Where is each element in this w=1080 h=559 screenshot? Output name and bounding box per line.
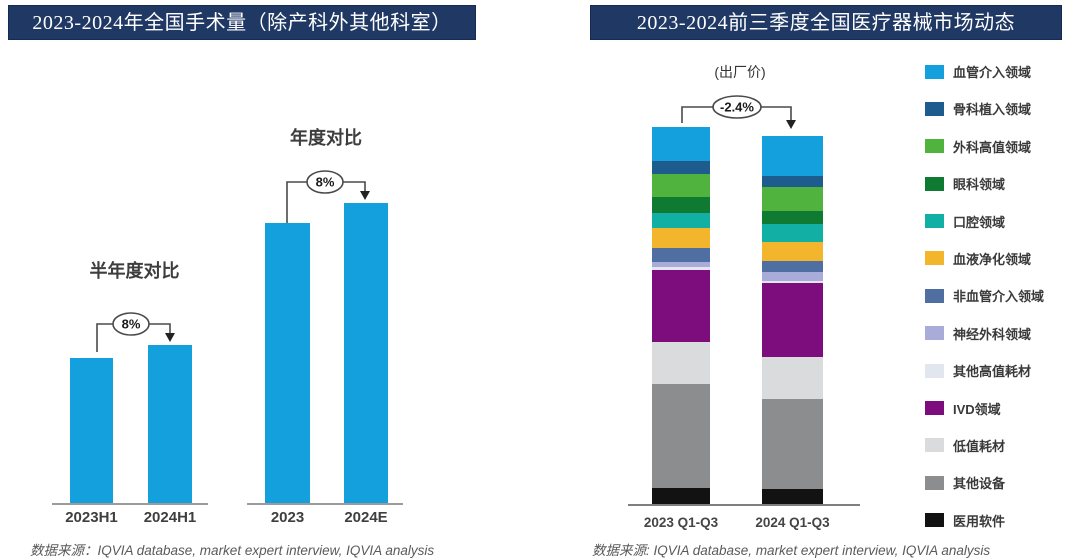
price-basis-note: (出厂价)	[714, 64, 766, 80]
segment-其他设备	[652, 384, 710, 488]
left-chart-title: 2023-2024年全国手术量（除产科外其他科室）	[8, 5, 476, 40]
legend-swatch-血液净化领域	[925, 251, 944, 266]
half-year-growth-value: 8%	[121, 316, 141, 332]
segment-IVD领域	[762, 283, 823, 357]
legend-label: 血液净化领域	[953, 251, 1032, 267]
legend-swatch-口腔领域	[925, 214, 944, 229]
legend-label: 神经外科领域	[953, 326, 1032, 342]
stacked-bar-2023 Q1-Q3	[652, 127, 710, 504]
segment-血管介入领域	[652, 127, 710, 161]
legend-swatch-IVD领域	[925, 401, 944, 416]
bar-2023	[265, 223, 310, 503]
half-year-comparison-label: 半年度对比	[89, 261, 180, 281]
segment-非血管介入领域	[762, 261, 823, 272]
legend-label: 外科高值领域	[953, 139, 1032, 155]
segment-IVD领域	[652, 270, 710, 342]
legend-label: 医用软件	[953, 513, 1006, 529]
legend-item-其他设备: 其他设备	[925, 475, 1044, 492]
arrow-down-icon	[165, 333, 175, 342]
total-change-bracket	[681, 95, 796, 129]
x-label-2023 Q1-Q3: 2023 Q1-Q3	[643, 515, 719, 530]
arrow-down-icon	[360, 191, 370, 200]
legend-label: IVD领域	[953, 401, 1001, 417]
segment-神经外科领域	[652, 262, 710, 267]
x-axis-line-fullyear	[247, 503, 403, 505]
legend-swatch-其他高值耗材	[925, 363, 944, 378]
stacked-bar-2024 Q1-Q3	[762, 136, 823, 504]
segment-低值耗材	[652, 342, 710, 384]
half-year-growth-bracket	[96, 312, 175, 352]
segment-骨科植入领域	[762, 176, 823, 187]
segment-医用软件	[652, 488, 710, 504]
legend-item-眼科领域: 眼科领域	[925, 176, 1044, 193]
x-axis-line-halfyear	[52, 503, 208, 505]
segment-血液净化领域	[762, 242, 823, 261]
segment-血液净化领域	[652, 228, 710, 248]
legend-swatch-低值耗材	[925, 438, 944, 453]
legend-swatch-医用软件	[925, 513, 944, 528]
legend-swatch-眼科领域	[925, 176, 944, 191]
segment-外科高值领域	[762, 187, 823, 211]
x-label-2023: 2023	[270, 509, 305, 526]
year-growth-value: 8%	[315, 174, 335, 190]
right-source-note: 数据来源: IQVIA database, market expert inte…	[592, 543, 991, 558]
legend-label: 血管介入领域	[953, 65, 1032, 80]
x-label-2023H1: 2023H1	[65, 509, 118, 526]
segment-口腔领域	[762, 224, 823, 242]
right-chart-title: 2023-2024前三季度全国医疗器械市场动态	[590, 5, 1062, 40]
total-change-value: -2.4%	[720, 99, 754, 115]
x-axis-line-devices	[628, 504, 860, 506]
device-market-legend: 血管介入领域 骨科植入领域 外科高值领域 眼科领域口腔领域血液净化领域 非血管介入领域神…	[925, 64, 1044, 550]
segment-医用软件	[762, 489, 823, 504]
legend-item-其他高值耗材: 其他高值耗材	[925, 363, 1044, 380]
segment-低值耗材	[762, 357, 823, 399]
year-comparison-label: 年度对比	[290, 128, 362, 148]
legend-label: 眼科领域	[953, 177, 1006, 193]
legend-label: 非血管介入领域	[953, 289, 1045, 305]
segment-眼科领域	[652, 197, 710, 213]
bar-2024H1	[148, 345, 192, 503]
legend-swatch-血管介入领域	[925, 64, 944, 79]
segment-神经外科领域	[762, 272, 823, 281]
x-label-2024E: 2024E	[344, 509, 388, 526]
bar-2023H1	[70, 358, 113, 503]
segment-外科高值领域	[652, 174, 710, 197]
legend-item-血管介入领域: 血管介入领域	[925, 64, 1044, 80]
legend-item-外科高值领域: 外科高值领域	[925, 139, 1044, 155]
legend-swatch-其他设备	[925, 475, 944, 490]
legend-swatch-外科高值领域	[925, 139, 944, 154]
legend-item-医用软件: 医用软件	[925, 513, 1044, 529]
arrow-down-icon	[786, 120, 796, 129]
segment-血管介入领域	[762, 136, 823, 176]
x-label-2024H1: 2024H1	[143, 509, 197, 526]
legend-item-神经外科领域: 神经外科领域	[925, 326, 1044, 342]
year-growth-bracket	[286, 170, 370, 223]
segment-其他高值耗材	[762, 281, 823, 283]
segment-口腔领域	[652, 213, 710, 228]
legend-swatch-非血管介入领域	[925, 288, 944, 303]
x-label-2024 Q1-Q3: 2024 Q1-Q3	[755, 515, 830, 530]
legend-label: 其他设备	[953, 476, 1006, 492]
bar-2024E	[344, 203, 388, 503]
legend-label: 其他高值耗材	[953, 364, 1032, 380]
legend-item-非血管介入领域: 非血管介入领域	[925, 288, 1045, 305]
legend-item-骨科植入领域: 骨科植入领域	[925, 101, 1044, 118]
segment-其他设备	[762, 399, 823, 489]
segment-非血管介入领域	[652, 248, 710, 262]
legend-item-口腔领域: 口腔领域	[925, 214, 1044, 230]
legend-item-低值耗材: 低值耗材	[925, 438, 1044, 454]
left-source-note: 数据来源：IQVIA database, market expert inter…	[30, 543, 435, 558]
segment-骨科植入领域	[652, 161, 710, 174]
legend-label: 骨科植入领域	[953, 102, 1032, 118]
legend-item-血液净化领域: 血液净化领域	[925, 251, 1044, 267]
segment-其他高值耗材	[652, 267, 710, 270]
segment-眼科领域	[762, 211, 823, 224]
legend-swatch-骨科植入领域	[925, 101, 944, 116]
legend-swatch-神经外科领域	[925, 326, 944, 341]
legend-label: 口腔领域	[953, 214, 1006, 230]
legend-label: 低值耗材	[953, 438, 1006, 454]
legend-item-IVD领域: IVD领域	[925, 401, 1044, 417]
